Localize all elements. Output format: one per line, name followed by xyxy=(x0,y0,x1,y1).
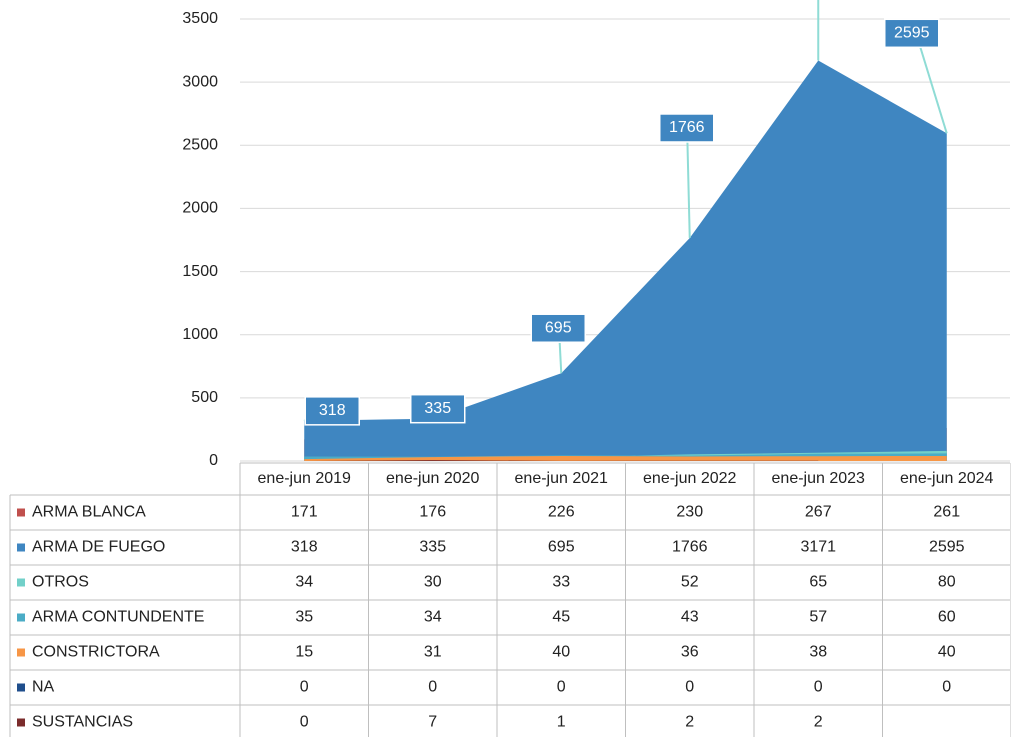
data-label: 2595 xyxy=(894,25,930,42)
legend-label: SUSTANCIAS xyxy=(32,714,133,731)
y-tick-label: 0 xyxy=(209,452,218,469)
table-cell: 43 xyxy=(681,609,699,626)
table-cell: 0 xyxy=(428,679,437,696)
table-cell: 0 xyxy=(300,714,309,731)
table-cell: 318 xyxy=(291,539,318,556)
table-cell: 7 xyxy=(428,714,437,731)
table-cell: 335 xyxy=(419,539,446,556)
table-cell: 60 xyxy=(938,609,956,626)
x-tick-label: ene-jun 2019 xyxy=(258,470,352,487)
table-cell: 2595 xyxy=(929,539,965,556)
table-cell: 171 xyxy=(291,504,318,521)
table-cell: 45 xyxy=(552,609,570,626)
table-cell: 38 xyxy=(809,644,827,661)
table-cell: 80 xyxy=(938,574,956,591)
area xyxy=(304,455,947,461)
data-label: 1766 xyxy=(669,119,705,136)
table-cell: 3171 xyxy=(800,539,836,556)
x-tick-label: ene-jun 2021 xyxy=(515,470,609,487)
table-cell: 0 xyxy=(685,679,694,696)
legend-swatch xyxy=(17,683,25,692)
table-cell: 261 xyxy=(933,504,960,521)
table-cell: 31 xyxy=(424,644,442,661)
y-tick-label: 3500 xyxy=(182,10,218,27)
legend-swatch xyxy=(17,718,25,727)
table-cell: 230 xyxy=(676,504,703,521)
table-cell: 15 xyxy=(295,644,313,661)
table-cell: 0 xyxy=(300,679,309,696)
data-label-box xyxy=(659,113,715,143)
table-cell: 1 xyxy=(557,714,566,731)
table-cell: 0 xyxy=(814,679,823,696)
data-label-box xyxy=(884,18,940,49)
y-tick-label: 1500 xyxy=(182,263,218,280)
table-cell: 267 xyxy=(805,504,832,521)
legend-label: NA xyxy=(32,679,55,696)
table-cell: 35 xyxy=(295,609,313,626)
data-label-box xyxy=(530,313,586,343)
legend-label: CONSTRICTORA xyxy=(32,644,160,661)
y-tick-label: 3000 xyxy=(182,73,218,90)
y-tick-label: 500 xyxy=(191,389,218,406)
legend-label: OTROS xyxy=(32,574,89,591)
table-cell: 0 xyxy=(942,679,951,696)
table-cell: 34 xyxy=(424,609,442,626)
table-cell: 57 xyxy=(809,609,827,626)
table-cell: 695 xyxy=(548,539,575,556)
legend-swatch xyxy=(17,613,25,622)
y-tick-label: 2500 xyxy=(182,137,218,154)
table-cell: 176 xyxy=(419,504,446,521)
table-cell: 36 xyxy=(681,644,699,661)
table-cell: 30 xyxy=(424,574,442,591)
legend-swatch xyxy=(17,648,25,657)
legend-label: ARMA BLANCA xyxy=(32,504,146,521)
legend-swatch xyxy=(17,578,25,587)
table-cell: 2 xyxy=(685,714,694,731)
table-cell: 0 xyxy=(557,679,566,696)
table-cell: 40 xyxy=(552,644,570,661)
table-cell: 52 xyxy=(681,574,699,591)
table-cell: 65 xyxy=(809,574,827,591)
x-tick-label: ene-jun 2023 xyxy=(772,470,866,487)
data-label-box xyxy=(410,393,466,424)
legend-label: ARMA CONTUNDENTE xyxy=(32,609,204,626)
table-cell: 40 xyxy=(938,644,956,661)
table-cell: 33 xyxy=(552,574,570,591)
area xyxy=(304,460,819,461)
data-label: 335 xyxy=(424,400,451,417)
legend-swatch xyxy=(17,508,25,517)
legend-swatch xyxy=(17,543,25,552)
table-cell: 34 xyxy=(295,574,313,591)
data-label: 318 xyxy=(319,402,346,419)
x-tick-label: ene-jun 2022 xyxy=(643,470,737,487)
x-tick-label: ene-jun 2020 xyxy=(386,470,480,487)
data-label: 695 xyxy=(545,319,572,336)
table-cell: 2 xyxy=(814,714,823,731)
data-label-box xyxy=(304,396,360,426)
y-tick-label: 2000 xyxy=(182,200,218,217)
legend-label: ARMA DE FUEGO xyxy=(32,539,165,556)
y-tick-label: 1000 xyxy=(182,326,218,343)
table-cell: 226 xyxy=(548,504,575,521)
x-tick-label: ene-jun 2024 xyxy=(900,470,994,487)
area xyxy=(304,60,947,461)
table-cell: 1766 xyxy=(672,539,708,556)
